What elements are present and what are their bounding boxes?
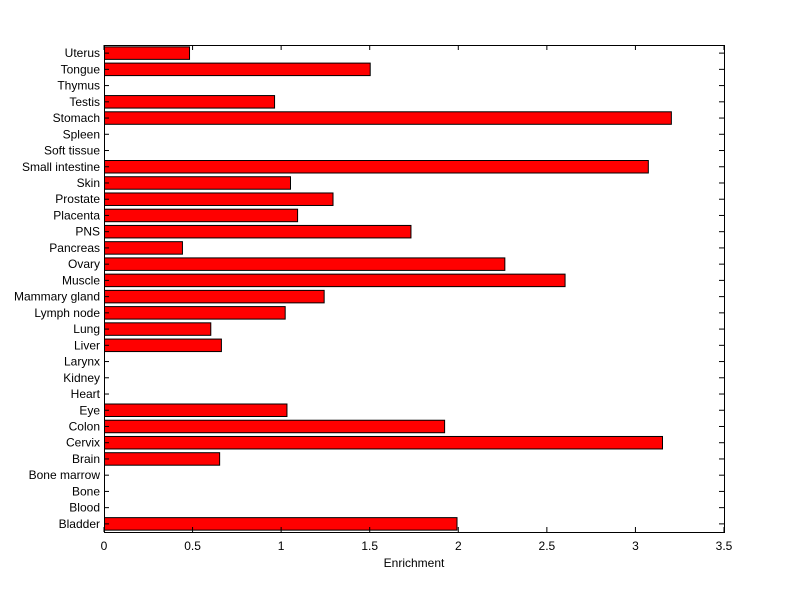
plot-area-frame [104, 45, 725, 533]
bar-brain [104, 452, 221, 466]
x-tick-label: 3.5 [716, 539, 733, 553]
bar-muscle [104, 273, 566, 288]
y-tick-label: Cervix [66, 436, 100, 450]
bar-colon [104, 419, 446, 434]
bar-ovary [104, 257, 506, 271]
y-tick-label: Mammary gland [14, 290, 100, 304]
x-tick-label: 3 [632, 539, 639, 553]
y-tick-label: Ovary [68, 257, 100, 271]
y-tick-label: Thymus [57, 79, 100, 93]
y-tick-label: Bone [72, 484, 100, 498]
bar-testis [104, 95, 276, 109]
y-tick-label: Eye [79, 403, 100, 417]
y-tick-label: Larynx [64, 355, 100, 369]
bar-lung [104, 322, 212, 336]
y-tick-label: Bone marrow [29, 468, 101, 482]
x-tick-label: 1.5 [361, 539, 378, 553]
y-tick-label: Blood [69, 501, 100, 515]
y-tick-label: PNS [75, 225, 100, 239]
y-tick-label: Liver [74, 338, 100, 352]
y-tick-labels: Bladder Blood Bone Bone marrow Brain Cervix Co… [14, 46, 101, 531]
y-tick-label: Small intestine [22, 160, 100, 174]
y-tick-label: Colon [69, 419, 100, 433]
x-axis-label: Enrichment [384, 556, 445, 570]
y-tick-label: Bladder [59, 517, 100, 531]
y-tick-label: Prostate [55, 192, 100, 206]
bar-pancreas [104, 241, 183, 255]
y-tick-label: Testis [69, 95, 100, 109]
bar-pns [104, 224, 412, 239]
bar-skin [104, 176, 291, 190]
y-tick-label: Placenta [53, 208, 100, 222]
x-tick-label: 2.5 [539, 539, 556, 553]
y-tick-label: Lung [73, 322, 100, 336]
bar-small-intestine [104, 160, 649, 174]
bar-mammary-gland [104, 289, 325, 304]
y-tick-label: Kidney [63, 371, 100, 385]
ticks-layer [103, 45, 725, 532]
y-tick-label: Brain [72, 452, 100, 466]
bar-stomach [104, 111, 672, 125]
y-tick-label: Soft tissue [44, 144, 100, 158]
y-tick-label: Heart [71, 387, 101, 401]
y-tick-label: Pancreas [49, 241, 100, 255]
bar-tongue [104, 62, 371, 77]
y-tick-label: Stomach [53, 111, 100, 125]
y-tick-label: Lymph node [34, 306, 100, 320]
x-tick-label: 1 [278, 539, 285, 553]
x-tick-label: 0 [101, 539, 108, 553]
bar-liver [104, 338, 222, 353]
y-tick-label: Muscle [62, 273, 100, 287]
y-tick-label: Tongue [61, 62, 101, 76]
x-tick-label: 2 [455, 539, 462, 553]
bar-placenta [104, 208, 299, 223]
bar-prostate [104, 192, 334, 206]
x-tick-labels: 0 0.5 1 1.5 2 2.5 3 3.5 [101, 539, 733, 553]
y-tick-label: Skin [77, 176, 100, 190]
x-tick-label: 0.5 [184, 539, 201, 553]
bars-layer [104, 46, 672, 531]
bar-cervix [104, 435, 663, 450]
bar-eye [104, 403, 288, 417]
y-tick-label: Spleen [63, 127, 100, 141]
bar-lymph-node [104, 306, 286, 320]
bar-uterus [104, 46, 191, 60]
y-tick-label: Uterus [65, 46, 100, 60]
